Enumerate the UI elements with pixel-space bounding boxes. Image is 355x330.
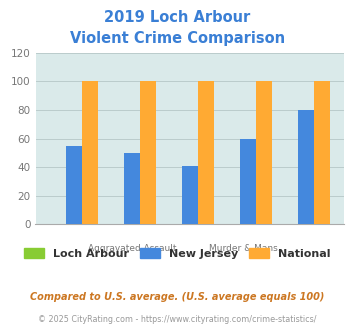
Text: Compared to U.S. average. (U.S. average equals 100): Compared to U.S. average. (U.S. average … bbox=[30, 292, 325, 302]
Bar bbox=[124, 153, 140, 224]
Text: © 2025 CityRating.com - https://www.cityrating.com/crime-statistics/: © 2025 CityRating.com - https://www.city… bbox=[38, 315, 317, 324]
Bar bbox=[240, 139, 256, 224]
Text: 2019 Loch Arbour: 2019 Loch Arbour bbox=[104, 10, 251, 25]
Bar bbox=[314, 82, 330, 224]
Bar bbox=[182, 166, 198, 224]
Bar bbox=[298, 110, 314, 224]
Bar bbox=[66, 146, 82, 224]
Bar bbox=[82, 82, 98, 224]
Bar bbox=[256, 82, 272, 224]
Legend: Loch Arbour, New Jersey, National: Loch Arbour, New Jersey, National bbox=[20, 244, 335, 263]
Bar bbox=[140, 82, 156, 224]
Bar bbox=[198, 82, 214, 224]
Text: Violent Crime Comparison: Violent Crime Comparison bbox=[70, 31, 285, 46]
